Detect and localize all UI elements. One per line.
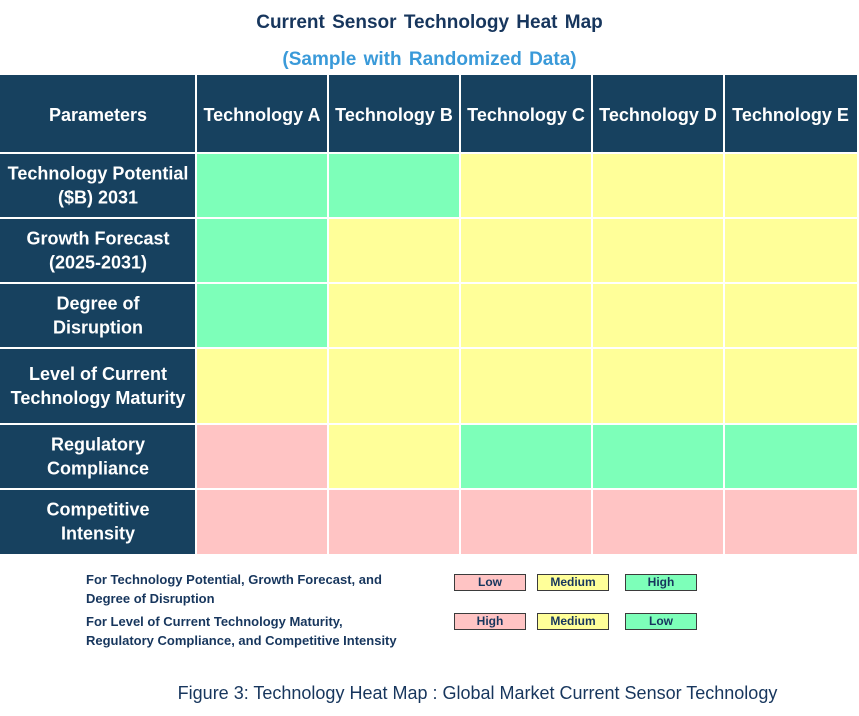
heat-cell <box>592 218 724 283</box>
row-header-cell <box>0 348 196 424</box>
heat-cell <box>196 424 328 489</box>
chart-title: Current Sensor Technology Heat Map <box>256 12 603 33</box>
legend-row-1-text: For Technology Potential, Growth Forecas… <box>86 570 426 608</box>
heat-cell <box>460 153 592 218</box>
heat-cell <box>724 153 857 218</box>
row-header-label-line-1: Degree of <box>56 294 140 314</box>
heat-cell <box>460 283 592 348</box>
figure-caption: Figure 3: Technology Heat Map : Global M… <box>177 683 778 703</box>
heat-cell <box>724 424 857 489</box>
legend-row-2-box-3: Low <box>625 613 697 630</box>
heat-cell <box>328 218 460 283</box>
column-header-cell <box>460 75 592 153</box>
grid-lines <box>0 75 857 554</box>
row-header-label-line-1: Competitive <box>46 500 149 520</box>
row-header-label-line-1: Growth Forecast <box>26 229 169 249</box>
column-header-label: Technology C <box>467 105 585 125</box>
heat-cell <box>592 489 724 554</box>
row-header-label-line-1: Technology Potential <box>8 164 189 184</box>
heat-cell <box>724 218 857 283</box>
row-header-cell <box>0 424 196 489</box>
row-header-label-line-2: Intensity <box>61 524 135 544</box>
corner-cell <box>0 75 196 153</box>
heat-cell <box>196 489 328 554</box>
corner-label: Parameters <box>49 105 147 125</box>
heat-cell <box>196 153 328 218</box>
column-header-label: Technology B <box>335 105 453 125</box>
row-header-cell <box>0 489 196 554</box>
legend-row-1-box-3: High <box>625 574 697 591</box>
row-header-label-line-2: ($B) 2031 <box>58 188 138 208</box>
legend-row-1-box-1: Low <box>454 574 526 591</box>
heat-cell <box>724 283 857 348</box>
row-header-label-line-2: (2025-2031) <box>49 253 147 273</box>
heatmap-chart: Parameters Technology A Technology B Techno… <box>0 75 857 554</box>
heat-cell <box>460 218 592 283</box>
row-header-label-line-1: Regulatory <box>51 435 145 455</box>
column-header-label: Technology A <box>204 105 321 125</box>
heat-cell <box>328 424 460 489</box>
legend-row-1-line-2: Degree of Disruption <box>86 591 215 606</box>
heat-cell <box>592 153 724 218</box>
column-header-cell <box>196 75 328 153</box>
heat-cell <box>196 283 328 348</box>
heat-cell <box>460 424 592 489</box>
legend-row-2-box-2: Medium <box>537 613 609 630</box>
column-header-label: Technology D <box>599 105 717 125</box>
row-header-label-line-1: Level of Current <box>29 364 167 384</box>
heat-cell <box>592 348 724 424</box>
column-header-cell <box>724 75 857 153</box>
legend-row-2-line-2: Regulatory Compliance, and Competitive I… <box>86 633 397 648</box>
row-header-cell <box>0 153 196 218</box>
heat-cell <box>724 348 857 424</box>
heat-cell <box>328 489 460 554</box>
legend-row-2-text: For Level of Current Technology Maturity… <box>86 612 426 650</box>
heat-cell <box>592 424 724 489</box>
column-header-cell <box>592 75 724 153</box>
row-header-label-line-2: Disruption <box>53 318 143 338</box>
legend-row-2-line-1: For Level of Current Technology Maturity… <box>86 614 343 629</box>
row-header-label-line-2: Technology Maturity <box>11 388 186 408</box>
heat-cell <box>328 153 460 218</box>
legend-row-1-box-2: Medium <box>537 574 609 591</box>
legend-row-2-box-1: High <box>454 613 526 630</box>
legend-row-1-line-1: For Technology Potential, Growth Forecas… <box>86 572 382 587</box>
column-header-label: Technology E <box>732 105 849 125</box>
row-header-cell <box>0 283 196 348</box>
heat-cell <box>460 348 592 424</box>
heat-cell <box>592 283 724 348</box>
row-header-label-line-2: Compliance <box>47 459 149 479</box>
column-header-cell <box>328 75 460 153</box>
heat-cell <box>460 489 592 554</box>
chart-subtitle: (Sample with Randomized Data) <box>282 49 577 70</box>
heat-cell <box>328 348 460 424</box>
heat-cell <box>196 218 328 283</box>
heat-cell <box>196 348 328 424</box>
heat-cell <box>328 283 460 348</box>
row-header-cell <box>0 218 196 283</box>
heat-cell <box>724 489 857 554</box>
